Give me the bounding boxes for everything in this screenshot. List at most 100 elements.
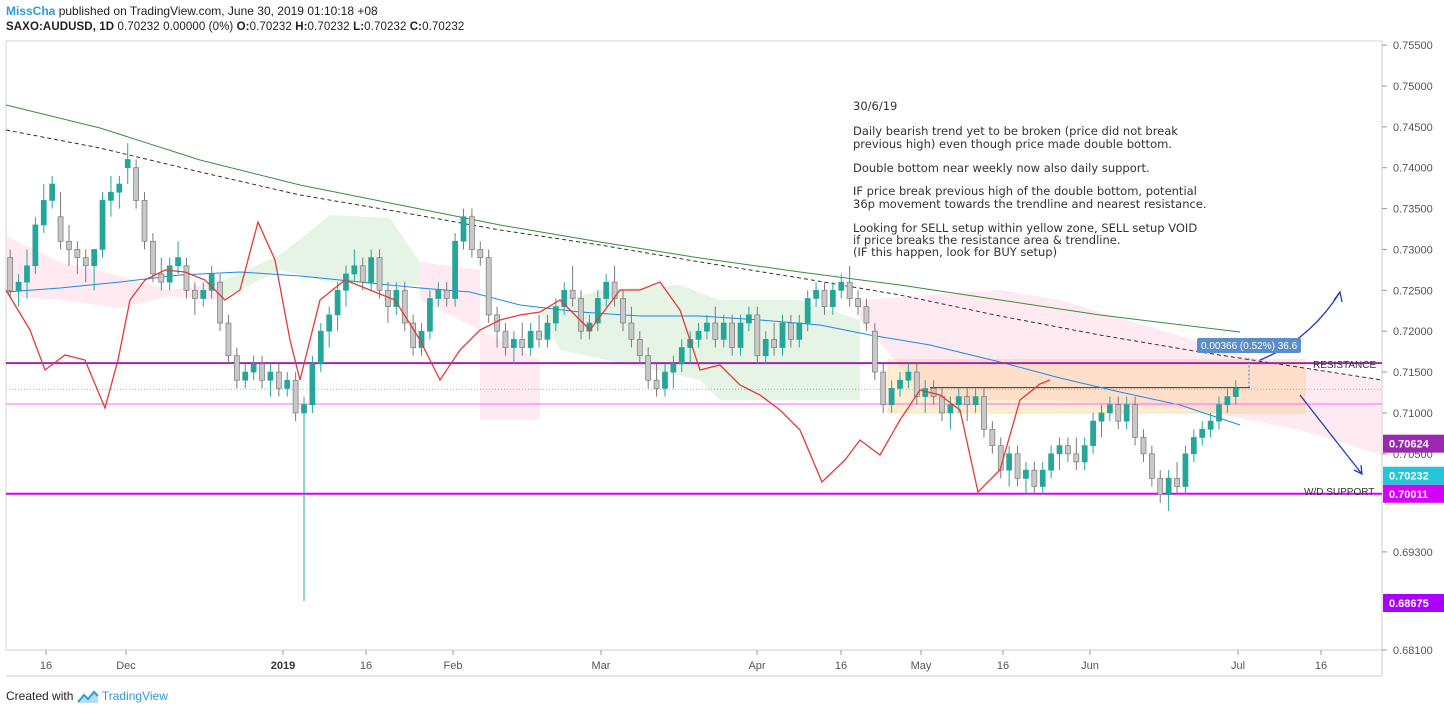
candles: [7, 143, 1239, 601]
time-tick-label-7: 16: [835, 660, 847, 672]
candle-body-23: [200, 289, 207, 299]
candle-body-125: [1056, 445, 1063, 455]
candle-body-97: [821, 289, 828, 308]
author-name[interactable]: MissCha: [6, 4, 56, 18]
candle-body-78: [662, 371, 668, 389]
candle-body-54: [460, 216, 467, 242]
cloud-bearish-2: [420, 262, 540, 420]
candle-body-43: [368, 257, 375, 283]
candle-body-61: [519, 339, 526, 348]
candle-body-4: [40, 200, 47, 226]
candle-body-47: [401, 289, 408, 324]
candle-body-73: [620, 298, 626, 324]
candle-body-57: [485, 257, 492, 316]
brand-link[interactable]: TradingView: [101, 689, 168, 703]
price-tag-bg-0: [1383, 434, 1444, 453]
candle-body-29: [250, 363, 257, 373]
candle-body-126: [1065, 445, 1071, 455]
candle-body-42: [359, 265, 366, 283]
candle-body-102: [863, 306, 870, 324]
price-axis[interactable]: 0.75500 0.75000 0.74500 0.74000 0.73500 0.730…: [1382, 40, 1433, 657]
candle-body-137: [1157, 477, 1164, 496]
time-tick-label-3: 16: [360, 660, 372, 672]
note-line-9: Looking for SELL setup within yellow zon…: [853, 221, 1197, 235]
time-tick-label-11: Jul: [1231, 660, 1245, 672]
bullish-arrowhead: [1333, 290, 1343, 303]
candle-body-76: [645, 355, 652, 381]
candle-body-90: [762, 339, 769, 357]
bearish-arrow: [1299, 394, 1363, 475]
price-tag-3: 0.68675: [1389, 598, 1429, 610]
candle-body-122: [1031, 469, 1038, 487]
candle-body-27: [233, 355, 240, 381]
time-tick-label-4: Feb: [444, 660, 463, 672]
candle-body-40: [343, 273, 349, 291]
price-tick-label-1: 0.75000: [1393, 81, 1433, 93]
candle-body-46: [393, 289, 400, 308]
candle-body-68: [578, 298, 584, 332]
candle-body-24: [208, 273, 215, 291]
resistance-label: RESISTANCE: [1313, 360, 1376, 371]
candle-body-116: [981, 396, 987, 430]
candle-body-56: [477, 249, 484, 258]
candle-body-36: [309, 363, 316, 406]
candle-body-71: [603, 281, 610, 299]
price-tick-label-2: 0.74500: [1393, 122, 1433, 134]
candle-body-35: [301, 404, 307, 414]
candle-body-112: [947, 404, 954, 414]
price-tag-bg-3: [1383, 593, 1444, 612]
price-tag-1: 0.70232: [1389, 471, 1429, 483]
measure-label: 0.00366 (0.52%) 36.6: [1201, 341, 1298, 352]
candle-body-141: [1190, 437, 1197, 455]
candle-body-51: [435, 289, 442, 299]
price-tick-label-4: 0.73500: [1393, 204, 1433, 216]
candle-body-44: [376, 257, 383, 291]
moving-averages: [5, 104, 1383, 426]
candle-body-25: [217, 281, 223, 324]
candle-body-143: [1207, 420, 1214, 430]
candle-body-17: [150, 240, 156, 275]
cloud-bullish-2: [540, 285, 860, 400]
note-line-2: previous high) even though price made do…: [853, 137, 1172, 151]
candle-body-34: [292, 379, 299, 414]
projection-arrows: [1248, 290, 1363, 476]
candle-body-114: [964, 396, 971, 406]
time-tick-label-5: Mar: [592, 660, 611, 672]
candle-body-63: [536, 330, 542, 340]
candle-body-83: [704, 322, 710, 332]
candle-body-117: [989, 428, 996, 446]
candle-body-26: [225, 322, 232, 357]
candle-body-133: [1123, 404, 1130, 422]
candle-body-113: [955, 396, 962, 406]
time-tick-label-2: 2019: [271, 660, 295, 672]
candle-body-75: [636, 339, 643, 357]
price-tick-label-3: 0.74000: [1393, 163, 1433, 175]
candle-body-62: [527, 330, 534, 348]
candle-body-111: [939, 396, 945, 414]
price-tick-label-7: 0.72000: [1393, 326, 1433, 338]
candle-body-82: [695, 330, 702, 340]
candle-body-79: [670, 363, 677, 373]
candle-body-60: [511, 339, 517, 348]
candle-body-119: [1006, 453, 1013, 471]
cloud-bearish-1: [6, 236, 220, 308]
candle-body-20: [175, 257, 181, 267]
ichimoku-cloud: [6, 215, 1382, 455]
open-value: 0.70232: [249, 21, 292, 33]
candle-body-3: [32, 224, 39, 267]
candle-body-93: [788, 322, 794, 340]
candle-body-98: [829, 289, 836, 308]
publish-text: published on TradingView.com, June 30, 2…: [55, 4, 378, 18]
support-label: W/D SUPPORT: [1304, 487, 1374, 498]
candle-body-89: [754, 314, 761, 357]
candle-body-95: [804, 298, 811, 324]
candle-body-101: [855, 298, 861, 308]
candle-body-131: [1107, 404, 1113, 414]
price-tags: 0.70624 0.70232 0.70011 0.68675: [1383, 434, 1444, 612]
candle-body-145: [1224, 396, 1231, 406]
price-tick-label-6: 0.72500: [1393, 285, 1433, 297]
candle-body-31: [267, 371, 274, 381]
time-axis[interactable]: 16 Dec 2019 16 Feb Mar Apr 16 May 16 Jun Jul 16: [40, 650, 1327, 672]
candle-body-140: [1182, 453, 1189, 487]
